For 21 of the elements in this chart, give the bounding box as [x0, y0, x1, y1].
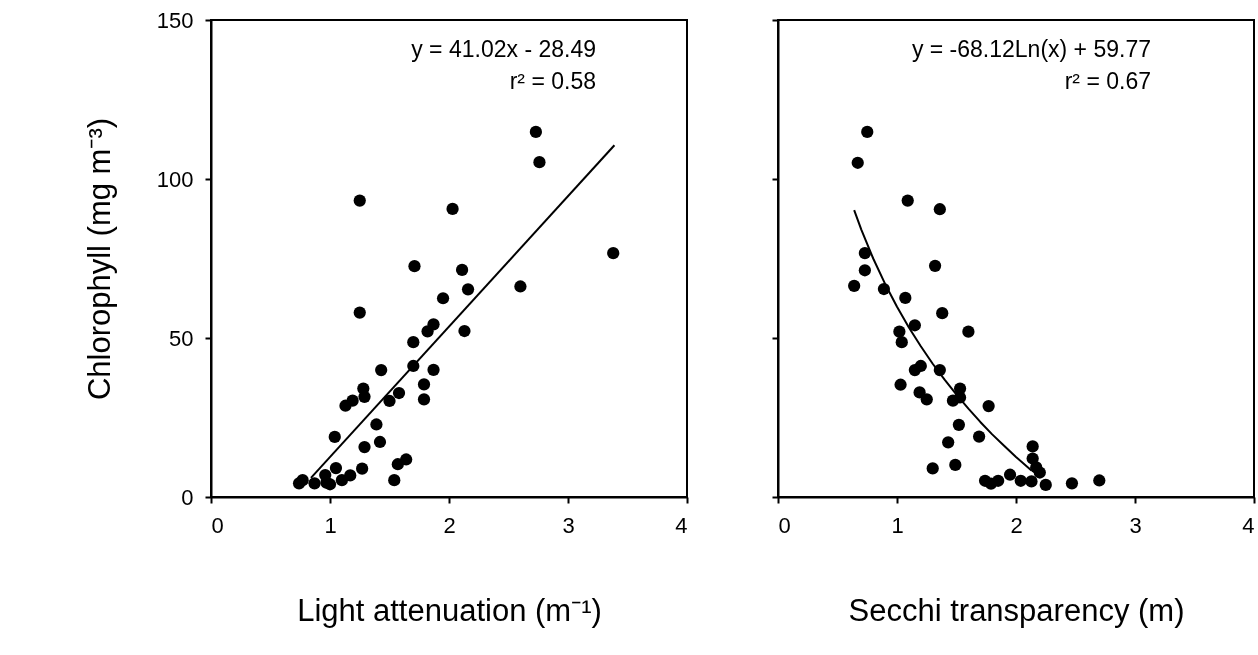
annotation: r² = 0.58: [509, 68, 596, 94]
y-tick-label: 100: [156, 166, 194, 192]
x-tick-label: 0: [778, 512, 791, 538]
x-tick-label: 3: [1129, 512, 1142, 538]
annotation: r² = 0.67: [1064, 68, 1151, 94]
x-tick-label: 2: [1010, 512, 1023, 538]
x-tick-label: 1: [324, 512, 337, 538]
x-tick-label: 0: [211, 512, 224, 538]
x-tick-label: 2: [443, 512, 456, 538]
x-tick-label: 4: [675, 512, 688, 538]
x-tick-label: 4: [1242, 512, 1255, 538]
y-tick-label: 150: [156, 7, 194, 33]
x-tick-label: 3: [562, 512, 575, 538]
x-axis-title: Light attenuation (m⁻¹): [297, 592, 602, 628]
annotation: y = -68.12Ln(x) + 59.77: [911, 36, 1151, 62]
y-axis-title: Chlorophyll (mg m⁻³): [81, 117, 117, 401]
y-tick-label: 0: [181, 484, 194, 510]
y-tick-label: 50: [169, 325, 194, 351]
annotation: y = 41.02x - 28.49: [411, 36, 596, 62]
x-axis-title: Secchi transparency (m): [848, 592, 1185, 628]
x-tick-label: 1: [891, 512, 904, 538]
